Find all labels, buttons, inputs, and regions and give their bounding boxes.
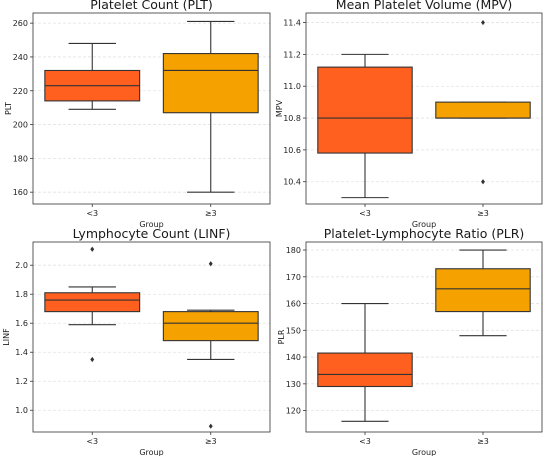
chart-title: Platelet Count (PLT) [90, 0, 213, 12]
x-tick-label: ≥3 [205, 437, 217, 446]
y-tick-label: 1.6 [15, 319, 28, 328]
x-tick-label: ≥3 [205, 209, 217, 218]
outlier-point [208, 423, 213, 429]
y-tick-label: 260 [13, 19, 28, 28]
box-lt3 [44, 292, 141, 313]
subplot-2: 10.4 10.6 10.8 11.0 11.2 11.4 <3 ≥3 Mean Platele… [275, 0, 543, 229]
y-tick-label: 170 [286, 273, 301, 282]
box-ge3 [162, 53, 259, 114]
outlier-point [90, 246, 95, 252]
box-lt3 [317, 352, 413, 388]
axes-frame [32, 12, 271, 205]
outlier-point [208, 261, 213, 267]
x-tick-label: <3 [359, 209, 371, 218]
y-tick-label: 1.8 [15, 290, 28, 299]
subplot-1: 160 180 200 220 240 260 <3 ≥3 Platelet Count (PL… [4, 0, 271, 229]
axes-frame [305, 12, 543, 205]
box-ge3 [162, 311, 259, 342]
box-ge3 [435, 101, 531, 119]
x-tick-label: ≥3 [477, 437, 489, 446]
y-tick-label: 160 [13, 188, 28, 197]
y-tick-label: 140 [286, 353, 301, 362]
subplot-3: 1.0 1.2 1.4 1.6 1.8 2.0 <3 ≥3 Lymphocyte Count (… [2, 226, 271, 456]
x-tick-label: ≥3 [477, 209, 489, 218]
x-axis-label: Group [139, 220, 163, 229]
outlier-point [481, 179, 485, 185]
y-tick-label: 180 [286, 246, 301, 255]
y-axis-label: PLR [277, 329, 286, 344]
y-tick-label: 200 [13, 121, 28, 130]
y-tick-label: 11.4 [283, 19, 301, 28]
y-tick-label: 11.2 [283, 50, 301, 59]
outlier-point [90, 356, 95, 363]
y-tick-label: 11.0 [283, 82, 301, 91]
y-tick-label: 180 [13, 154, 28, 163]
x-tick-label: <3 [86, 209, 98, 218]
y-tick-label: 1.4 [15, 348, 28, 357]
y-tick-label: 1.2 [15, 377, 28, 386]
x-axis-label: Group [412, 220, 436, 229]
chart-title: Lymphocyte Count (LINF) [73, 226, 231, 241]
y-tick-label: 2.0 [15, 261, 28, 270]
y-axis-label: PLT [4, 102, 13, 115]
x-tick-label: <3 [359, 437, 371, 446]
chart-title: Platelet-Lymphocyte Ratio (PLR) [324, 226, 525, 241]
y-tick-label: 130 [286, 380, 301, 389]
outlier-point [481, 19, 485, 26]
axes-frame [305, 241, 543, 433]
box-ge3 [435, 268, 531, 313]
box-lt3 [317, 66, 413, 154]
y-tick-label: 150 [286, 326, 301, 335]
y-tick-label: 10.4 [283, 178, 301, 187]
x-tick-label: <3 [86, 437, 98, 446]
y-axis-label: LINF [2, 328, 11, 346]
subplot-4: 120 130 140 150 160 170 180 <3 ≥3 Platelet-Lympho… [277, 226, 543, 456]
y-tick-label: 120 [286, 407, 301, 416]
axes-frame [32, 241, 271, 433]
y-axis-label: MPV [275, 99, 284, 117]
y-tick-label: 10.6 [283, 146, 301, 155]
y-tick-label: 160 [286, 300, 301, 309]
y-tick-label: 220 [13, 87, 28, 96]
y-tick-label: 10.8 [283, 114, 301, 123]
chart-title: Mean Platelet Volume (MPV) [336, 0, 512, 12]
y-tick-label: 240 [13, 53, 28, 62]
y-tick-label: 1.0 [15, 406, 28, 415]
x-axis-label: Group [412, 448, 436, 456]
x-axis-label: Group [139, 448, 163, 456]
